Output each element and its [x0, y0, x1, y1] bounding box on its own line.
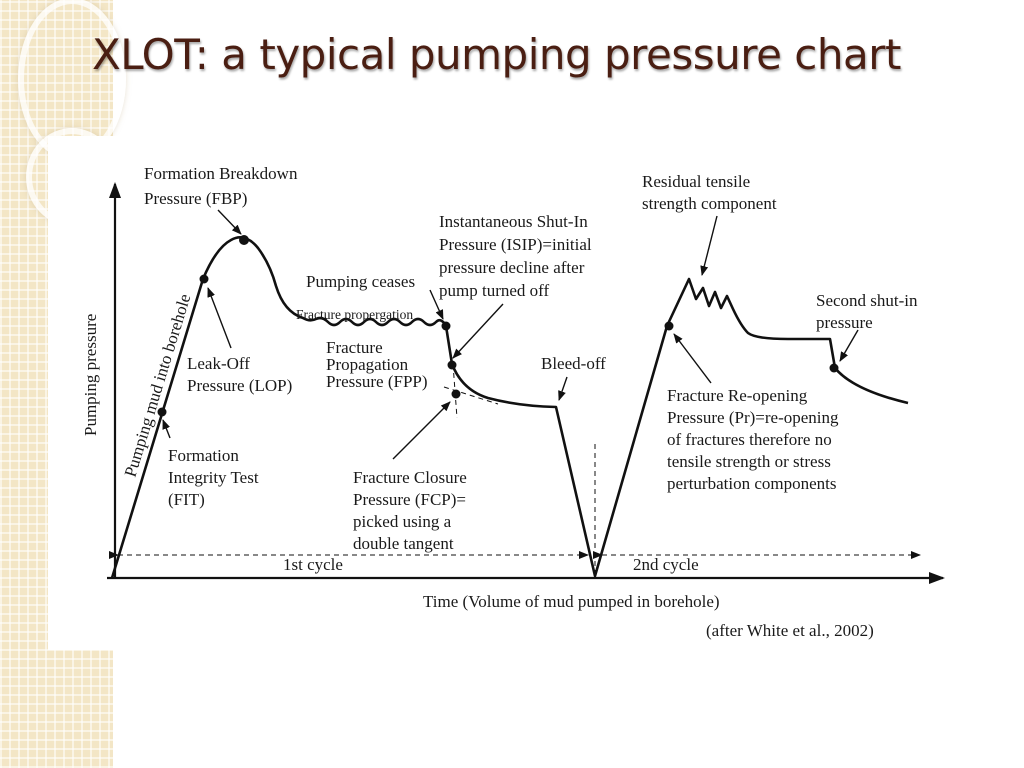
fit-label: Formation Integrity Test (FIT): [168, 446, 263, 509]
x-axis-label: Time (Volume of mud pumped in borehole): [423, 592, 720, 611]
fcp-label: Fracture Closure Pressure (FCP)= picked …: [353, 468, 471, 553]
xlot-diagram: Pumping pressure Time (Volume of mud pum…: [81, 164, 945, 640]
leader-bleed-off: [558, 376, 568, 401]
pumping-ceases-label: Pumping ceases: [306, 272, 415, 291]
lop-label: Leak-Off Pressure (LOP): [187, 354, 292, 395]
bleed-off-label: Bleed-off: [541, 354, 606, 373]
fbp-label: Formation Breakdown Pressure (FBP): [144, 164, 302, 208]
leader-lop: [207, 287, 232, 349]
leader-second-shut-in: [839, 329, 859, 362]
reopening-label: Fracture Re-opening Pressure (Pr)=re-ope…: [667, 386, 843, 493]
second-shut-in-label: Second shut-in pressure: [816, 291, 922, 332]
cycle2-label: 2nd cycle: [633, 555, 699, 574]
leader-fbp: [217, 209, 242, 235]
point-pr: [664, 321, 674, 331]
isip-label: Instantaneous Shut-In Pressure (ISIP)=in…: [439, 212, 596, 300]
leader-fit: [162, 419, 171, 439]
point-fbp: [239, 235, 249, 245]
point-fpp: [447, 360, 457, 370]
leader-fcp: [392, 401, 451, 460]
fpp-label: Fracture Propagation Pressure (FPP): [326, 338, 428, 391]
leader-residual: [700, 215, 718, 276]
point-fcp: [451, 389, 461, 399]
slide-title: XLOT: a typical pumping pressure chart: [92, 30, 901, 79]
point-lop: [199, 274, 209, 284]
point-second-shut-in: [829, 363, 839, 373]
cycle1-label: 1st cycle: [283, 555, 343, 574]
y-axis-label: Pumping pressure: [81, 314, 100, 436]
fracture-propagation-label: Fracture propergation: [296, 307, 413, 322]
tangent-line-1: [443, 386, 499, 405]
residual-label: Residual tensile strength component: [642, 172, 777, 213]
citation: (after White et al., 2002): [706, 621, 874, 640]
point-fit: [157, 407, 167, 417]
point-isip: [441, 321, 451, 331]
leader-isip: [452, 303, 504, 359]
leader-reopening: [673, 333, 712, 384]
diagram-panel: Pumping pressure Time (Volume of mud pum…: [48, 136, 976, 650]
leader-pumping-ceases: [429, 289, 444, 320]
pressure-curve-cycle1: [110, 236, 909, 579]
